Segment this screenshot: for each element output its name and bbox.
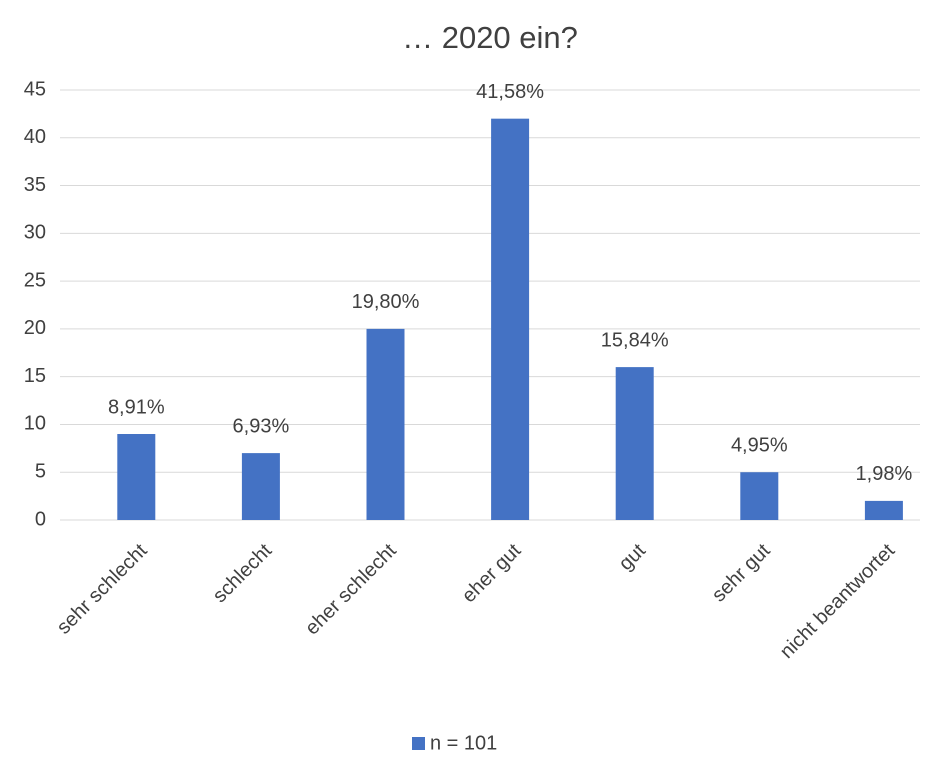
x-tick-label: nicht beantwortet [776, 539, 900, 663]
bar [615, 367, 654, 520]
y-tick-label: 35 [24, 174, 46, 196]
data-label: 15,84% [601, 329, 669, 351]
y-tick-label: 30 [24, 222, 46, 244]
x-tick-label: gut [615, 539, 651, 575]
data-label: 6,93% [233, 415, 290, 437]
bar [117, 434, 156, 520]
bar [366, 328, 405, 520]
y-tick-label: 5 [35, 461, 46, 483]
x-tick-label: sehr schlecht [53, 539, 152, 638]
data-label: 8,91% [108, 396, 165, 418]
legend-label: n = 101 [430, 732, 497, 754]
y-tick-label: 15 [24, 365, 46, 387]
data-label: 19,80% [352, 291, 420, 313]
bar [740, 472, 779, 520]
data-label: 4,95% [731, 435, 788, 457]
y-tick-label: 0 [35, 508, 46, 530]
y-tick-label: 20 [24, 317, 46, 339]
y-tick-label: 10 [24, 413, 46, 435]
bar [241, 453, 280, 520]
bar [864, 500, 903, 520]
y-tick-label: 25 [24, 269, 46, 291]
chart-title: … 2020 ein? [402, 20, 578, 55]
data-label: 1,98% [856, 463, 913, 485]
x-tick-label: schlecht [209, 539, 277, 607]
x-tick-label: sehr gut [708, 539, 775, 606]
y-tick-label: 45 [24, 78, 46, 100]
legend-swatch [412, 737, 425, 750]
x-tick-label: eher schlecht [301, 539, 401, 639]
data-label: 41,58% [476, 81, 544, 103]
bar [491, 118, 530, 521]
y-tick-label: 40 [24, 126, 46, 148]
x-tick-label: eher gut [458, 539, 526, 607]
